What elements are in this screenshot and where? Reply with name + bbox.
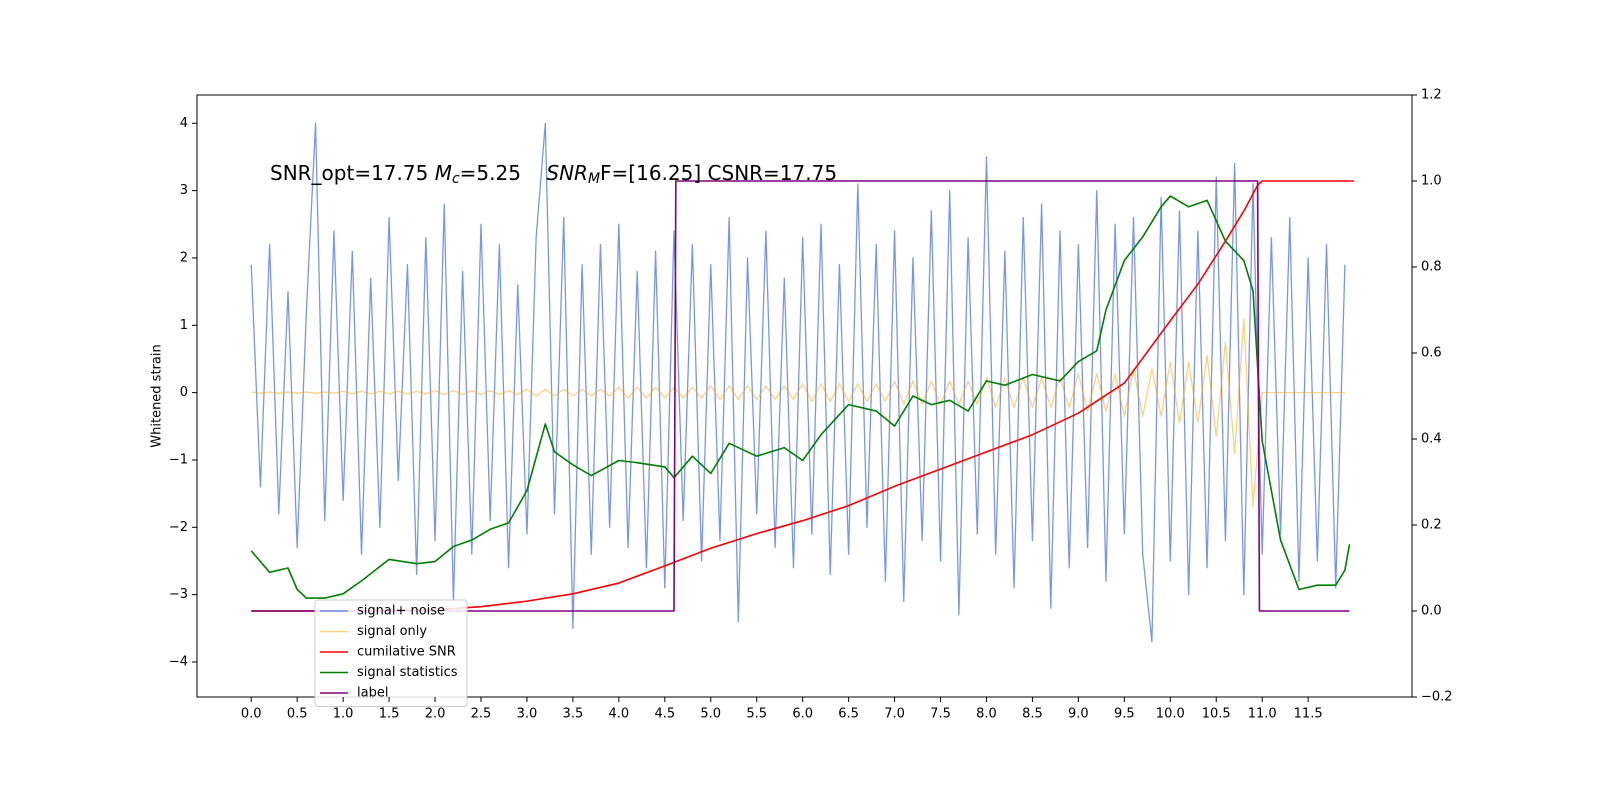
legend-label: signal+ noise (357, 604, 445, 619)
x-tick-label: 1.5 (379, 707, 400, 722)
y-tick-label: 0 (180, 385, 188, 400)
x-tick-label: 3.0 (517, 707, 538, 722)
annotation-part: M (435, 161, 452, 185)
x-tick-label: 5.0 (700, 707, 721, 722)
y-axis-label: Whitened strain (150, 344, 165, 447)
x-tick-label: 6.0 (792, 707, 813, 722)
annotation: SNR_opt=17.75 Mc=5.25 SNRMF=[16.25] CSNR… (270, 161, 837, 188)
x-tick-label: 7.5 (930, 707, 951, 722)
annotation-part: SNR_opt=17.75 (270, 161, 435, 185)
x-tick-label: 2.5 (471, 707, 492, 722)
annotation-part: F=[16.25] CSNR=17.75 (600, 161, 837, 185)
x-tick-label: 5.5 (746, 707, 767, 722)
x-tick-label: 10.0 (1156, 707, 1185, 722)
x-tick-label: 4.5 (654, 707, 675, 722)
x-tick-label: 0.5 (287, 707, 308, 722)
y-tick-label: −3 (169, 587, 188, 602)
x-tick-label: 11.0 (1248, 707, 1277, 722)
series-line (251, 317, 1345, 508)
y2-tick-label: 0.4 (1421, 432, 1442, 447)
x-tick-label: 9.5 (1114, 707, 1135, 722)
annotation-part: c (452, 171, 460, 187)
x-tick-label: 6.5 (838, 707, 859, 722)
legend: signal+ noise signal only cumilative SNR si… (314, 599, 468, 707)
legend-label: label (357, 686, 388, 701)
y2-tick-label: 1.2 (1421, 88, 1442, 103)
series-line (250, 122, 1346, 643)
series-line (250, 195, 1351, 599)
x-tick-label: 3.5 (563, 707, 584, 722)
x-tick-label: 9.0 (1068, 707, 1089, 722)
legend-label: signal only (357, 624, 427, 639)
x-tick-label: 4.0 (609, 707, 630, 722)
y-tick-label: 3 (180, 183, 188, 198)
x-tick-label: 8.5 (1022, 707, 1043, 722)
x-tick-label: 10.5 (1202, 707, 1231, 722)
y2-tick-label: 0.6 (1421, 346, 1442, 361)
y2-tick-label: −0.2 (1421, 690, 1453, 705)
y-tick-label: 2 (180, 250, 188, 265)
y-tick-label: 4 (180, 116, 188, 131)
x-tick-label: 11.5 (1294, 707, 1323, 722)
legend-box (314, 599, 468, 707)
y2-tick-label: 0.8 (1421, 260, 1442, 275)
annotation-part: SNR (546, 161, 588, 185)
y-tick-label: −2 (169, 520, 188, 535)
x-tick-label: 2.0 (425, 707, 446, 722)
legend-label: cumilative SNR (357, 645, 456, 660)
axes-frame (196, 94, 1413, 698)
annotation-part: M (588, 171, 600, 187)
legend-label: signal statistics (357, 665, 458, 680)
y2-tick-label: 0.2 (1421, 518, 1442, 533)
series-line (251, 180, 1350, 612)
y2-tick-label: 0.0 (1421, 604, 1442, 619)
y-tick-label: −1 (169, 452, 188, 467)
plot-area (250, 122, 1355, 643)
x-tick-label: 0.0 (241, 707, 262, 722)
annotation-part: =5.25 (460, 161, 547, 185)
y-tick-label: 1 (180, 318, 188, 333)
y-tick-label: −4 (169, 654, 188, 669)
x-tick-label: 8.0 (976, 707, 997, 722)
x-tick-label: 7.0 (884, 707, 905, 722)
y2-tick-label: 1.0 (1421, 174, 1442, 189)
x-tick-label: 1.0 (333, 707, 354, 722)
